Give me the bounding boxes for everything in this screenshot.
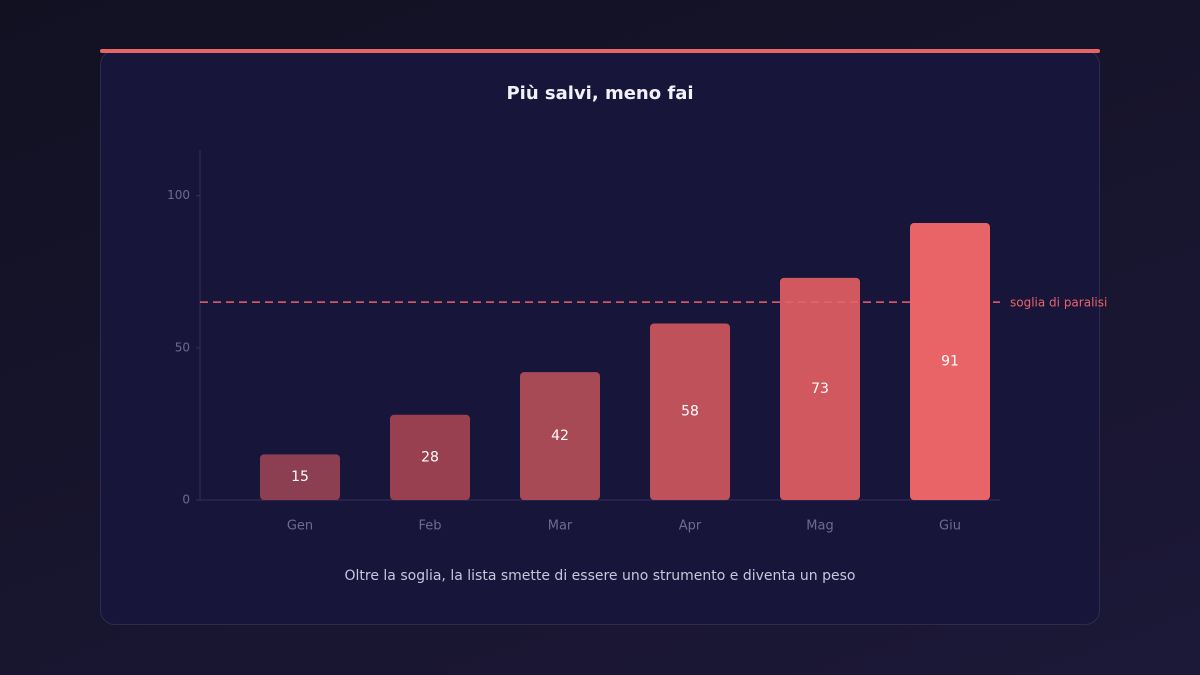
bar bbox=[260, 454, 340, 500]
card-accent bbox=[100, 49, 1100, 53]
x-tick-label: Giu bbox=[939, 519, 961, 534]
x-tick-label: Mar bbox=[548, 519, 573, 534]
chart-title: Più salvi, meno fai bbox=[506, 83, 693, 104]
bar bbox=[390, 414, 470, 500]
value-label: 73 bbox=[811, 381, 829, 397]
bar bbox=[910, 223, 990, 501]
value-label: 15 bbox=[291, 469, 309, 485]
value-label: 42 bbox=[551, 428, 569, 444]
x-tick-label: Feb bbox=[418, 519, 441, 534]
x-tick-label: Gen bbox=[287, 519, 313, 534]
bar bbox=[650, 323, 730, 500]
caption: Oltre la soglia, la lista smette di esse… bbox=[345, 568, 856, 584]
bar bbox=[780, 277, 860, 500]
y-tick-label: 0 bbox=[182, 493, 190, 507]
value-label: 91 bbox=[941, 354, 959, 370]
x-tick-label: Apr bbox=[679, 519, 702, 534]
bar bbox=[520, 372, 600, 500]
x-tick-label: Mag bbox=[806, 519, 833, 534]
y-tick-label: 50 bbox=[175, 340, 190, 354]
value-label: 28 bbox=[421, 449, 439, 465]
y-tick-label: 100 bbox=[167, 188, 190, 202]
value-label: 58 bbox=[681, 404, 699, 420]
threshold-label: soglia di paralisi bbox=[1010, 296, 1107, 310]
